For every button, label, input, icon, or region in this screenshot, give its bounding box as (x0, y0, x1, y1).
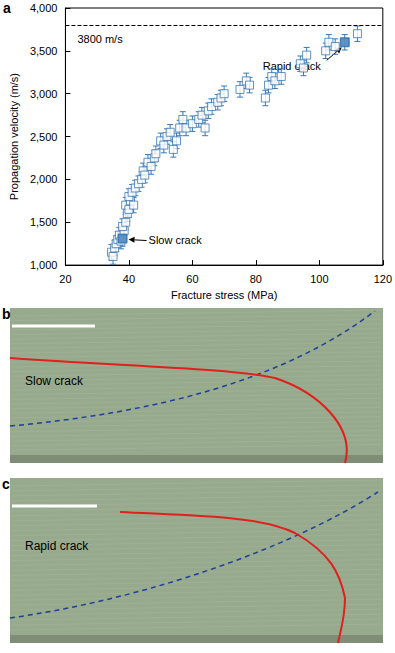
svg-text:c: c (2, 476, 10, 492)
svg-text:Rapid crack: Rapid crack (262, 59, 321, 72)
svg-text:a: a (3, 0, 11, 16)
svg-text:Rapid crack: Rapid crack (25, 539, 89, 553)
svg-text:2,000: 2,000 (30, 173, 58, 185)
svg-text:60: 60 (186, 273, 198, 285)
svg-text:120: 120 (374, 273, 392, 285)
svg-text:1,000: 1,000 (30, 259, 58, 271)
svg-text:Slow crack: Slow crack (25, 374, 84, 388)
svg-text:Fracture stress (MPa): Fracture stress (MPa) (171, 289, 277, 301)
svg-text:100: 100 (310, 273, 328, 285)
svg-text:3,500: 3,500 (30, 45, 58, 57)
svg-text:3,000: 3,000 (30, 88, 58, 100)
svg-text:b: b (2, 306, 11, 322)
svg-text:4,000: 4,000 (30, 2, 58, 14)
svg-text:3800 m/s: 3800 m/s (77, 33, 123, 45)
svg-text:1,500: 1,500 (30, 216, 58, 228)
svg-text:2,500: 2,500 (30, 131, 58, 143)
svg-text:Slow crack: Slow crack (149, 234, 203, 246)
svg-text:40: 40 (123, 273, 135, 285)
svg-text:Propagation velocity (m/s): Propagation velocity (m/s) (8, 73, 20, 200)
svg-text:80: 80 (250, 273, 262, 285)
svg-text:20: 20 (59, 273, 71, 285)
